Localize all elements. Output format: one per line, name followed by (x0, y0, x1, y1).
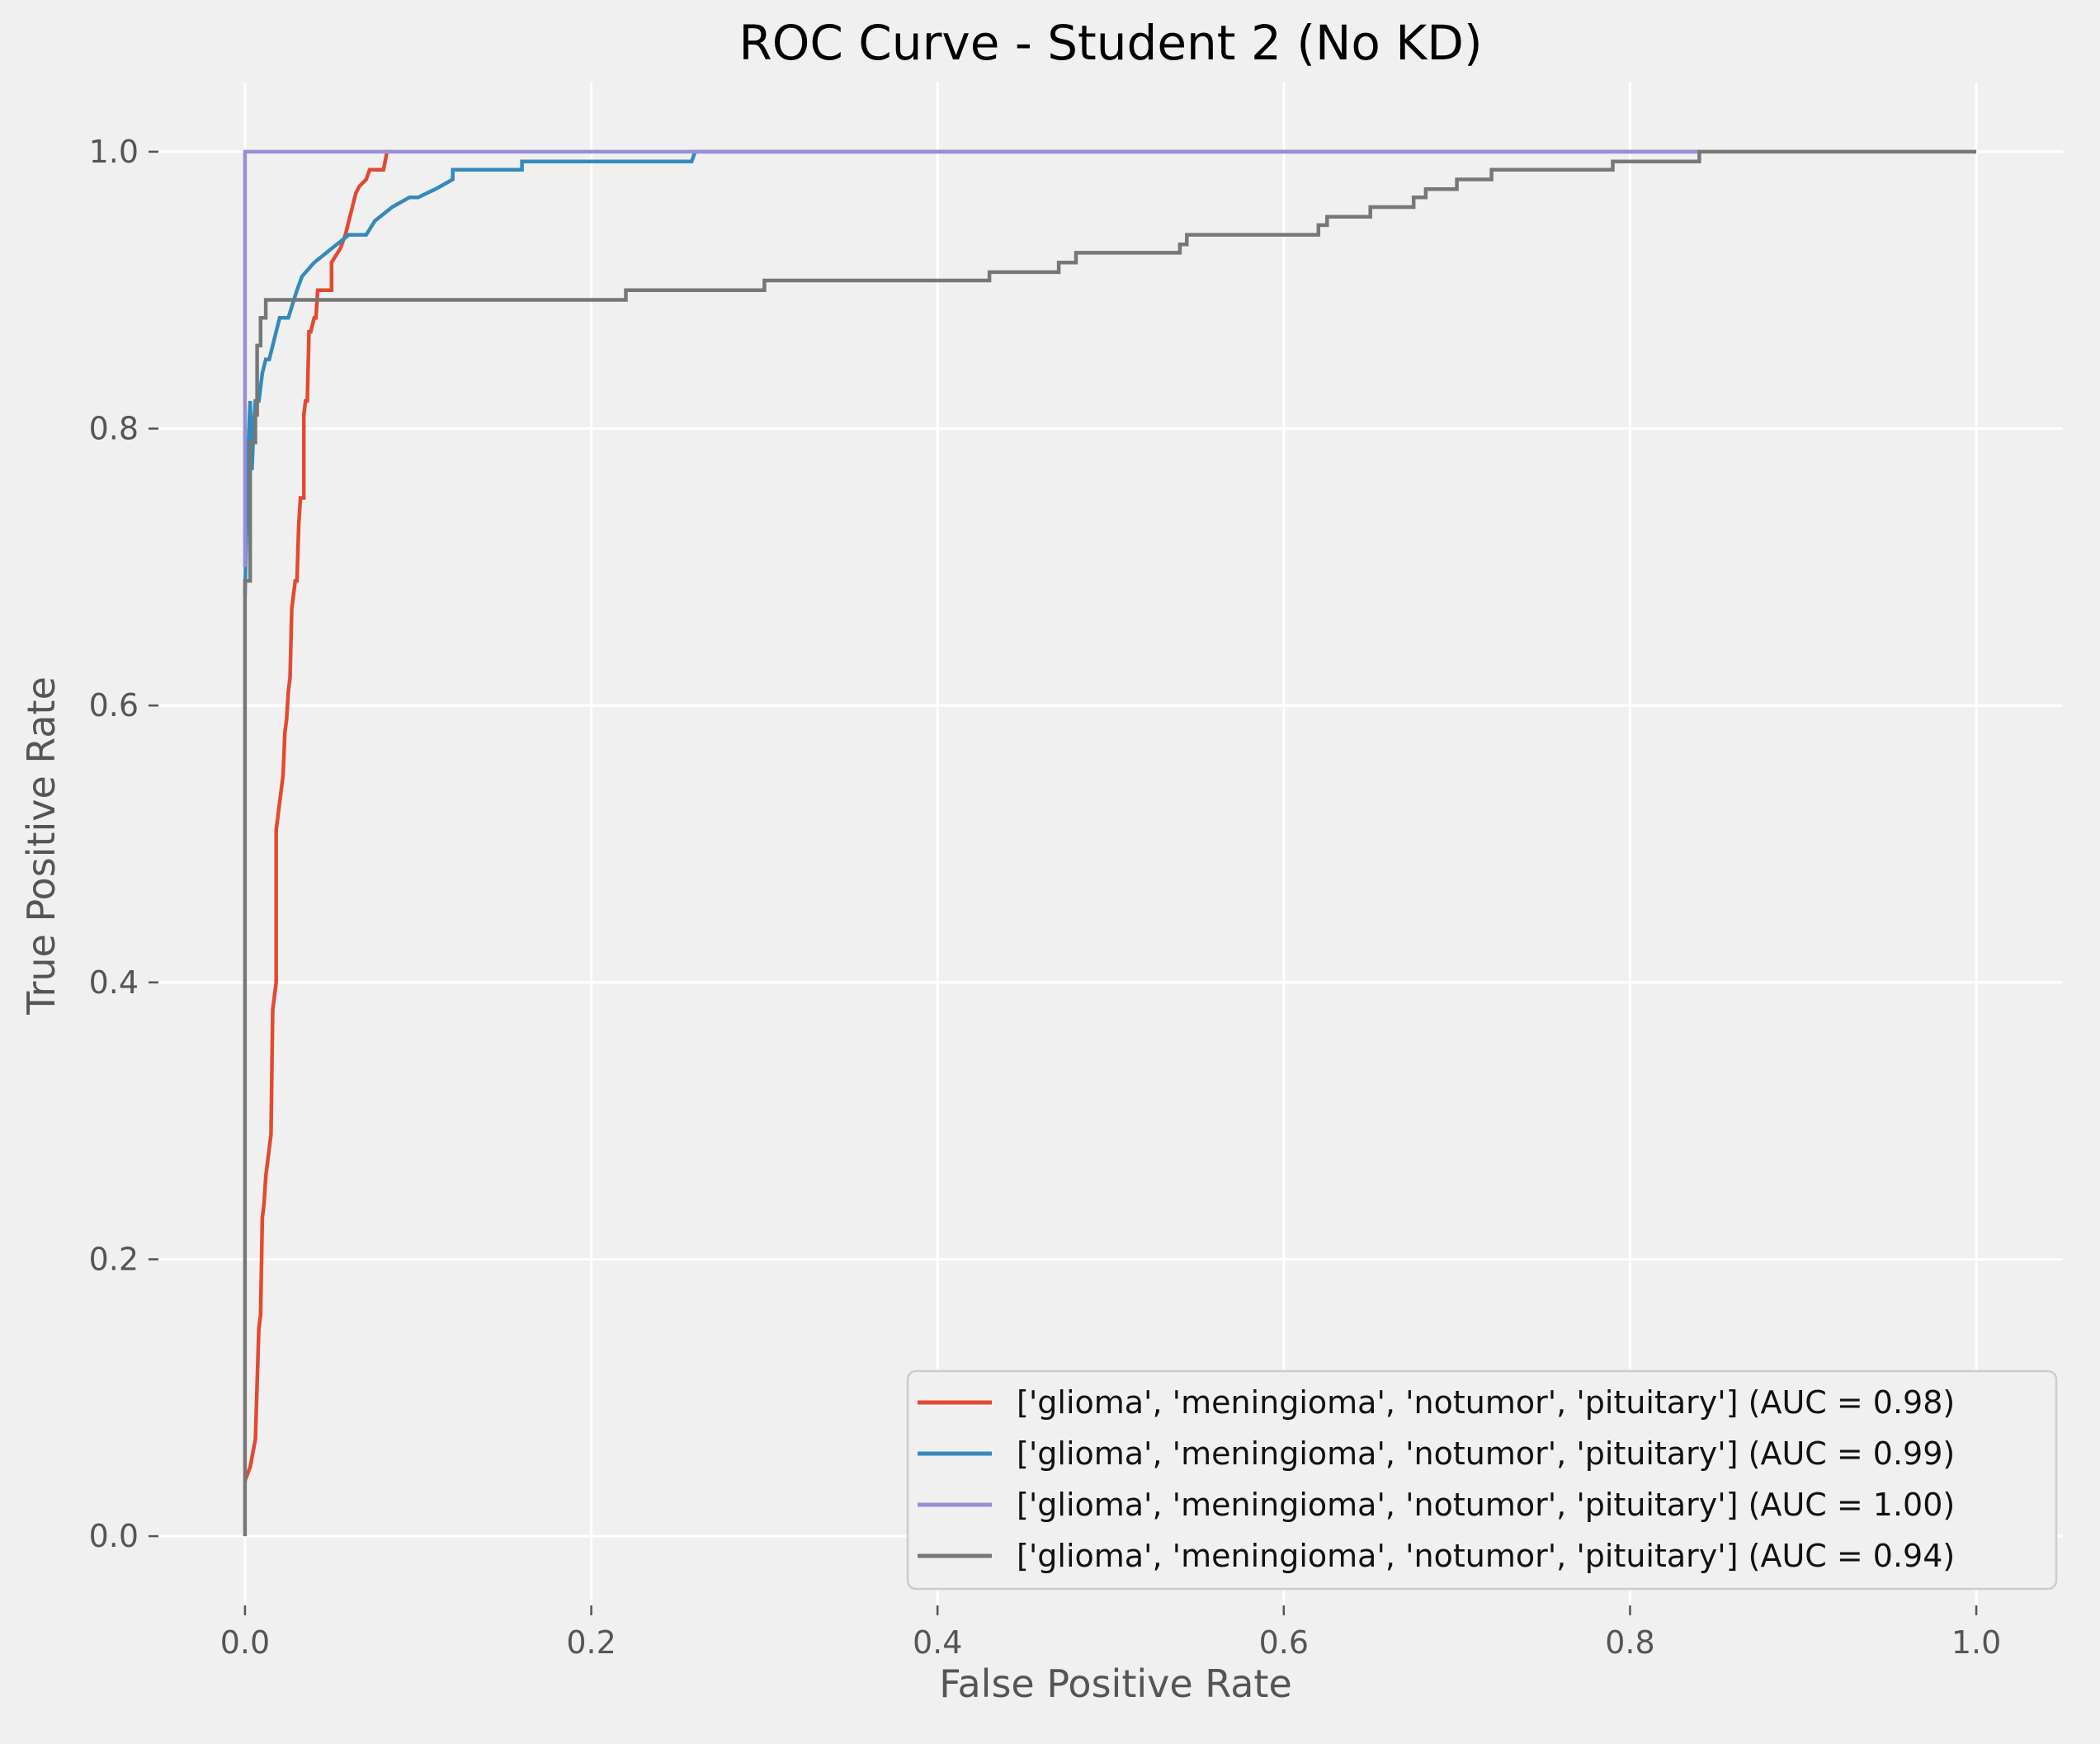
chart-title: ROC Curve - Student 2 (No KD) (739, 15, 1482, 71)
y-tick-label: 0.4 (89, 964, 139, 1001)
y-tick-label: 0.6 (89, 687, 139, 724)
x-tick-label: 1.0 (1951, 1624, 2001, 1661)
x-tick-label: 0.8 (1605, 1624, 1654, 1661)
x-axis-label: False Positive Rate (939, 1662, 1292, 1706)
legend-entry-1: ['glioma', 'meningioma', 'notumor', 'pit… (1017, 1384, 1955, 1421)
legend-entry-3: ['glioma', 'meningioma', 'notumor', 'pit… (1017, 1487, 1955, 1523)
x-tick-label: 0.0 (220, 1624, 270, 1661)
plot-area (158, 82, 2063, 1605)
series-line-3 (243, 149, 1700, 568)
y-tick-label: 1.0 (89, 134, 139, 170)
y-tick-label: 0.2 (89, 1241, 139, 1277)
x-tick-label: 0.2 (566, 1624, 616, 1661)
y-tick-label: 0.8 (89, 411, 139, 447)
series-line-1 (243, 149, 391, 1482)
x-tick-label: 0.4 (913, 1624, 962, 1661)
legend-entry-2: ['glioma', 'meningioma', 'notumor', 'pit… (1017, 1435, 1955, 1472)
y-axis-label: True Positive Rate (19, 676, 64, 1016)
legend: ['glioma', 'meningioma', 'notumor', 'pit… (906, 1369, 2058, 1591)
series-group (243, 149, 1977, 1537)
ticks: 0.0 0.2 0.4 0.6 0.8 1.0 0.0 0.2 0.4 0.6 0.8 1.0 (89, 134, 2002, 1661)
x-tick-label: 0.6 (1259, 1624, 1309, 1661)
series-line-4 (243, 149, 1977, 1537)
legend-entry-4: ['glioma', 'meningioma', 'notumor', 'pit… (1017, 1538, 1955, 1574)
legend-box (906, 1369, 2058, 1591)
y-tick-label: 0.0 (89, 1518, 139, 1554)
